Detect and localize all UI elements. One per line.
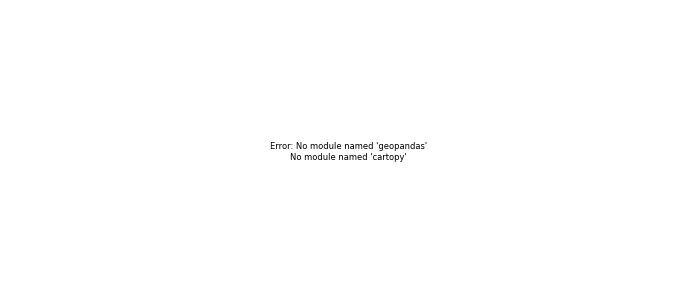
Text: Error: No module named 'geopandas'
No module named 'cartopy': Error: No module named 'geopandas' No mo… — [270, 142, 427, 162]
